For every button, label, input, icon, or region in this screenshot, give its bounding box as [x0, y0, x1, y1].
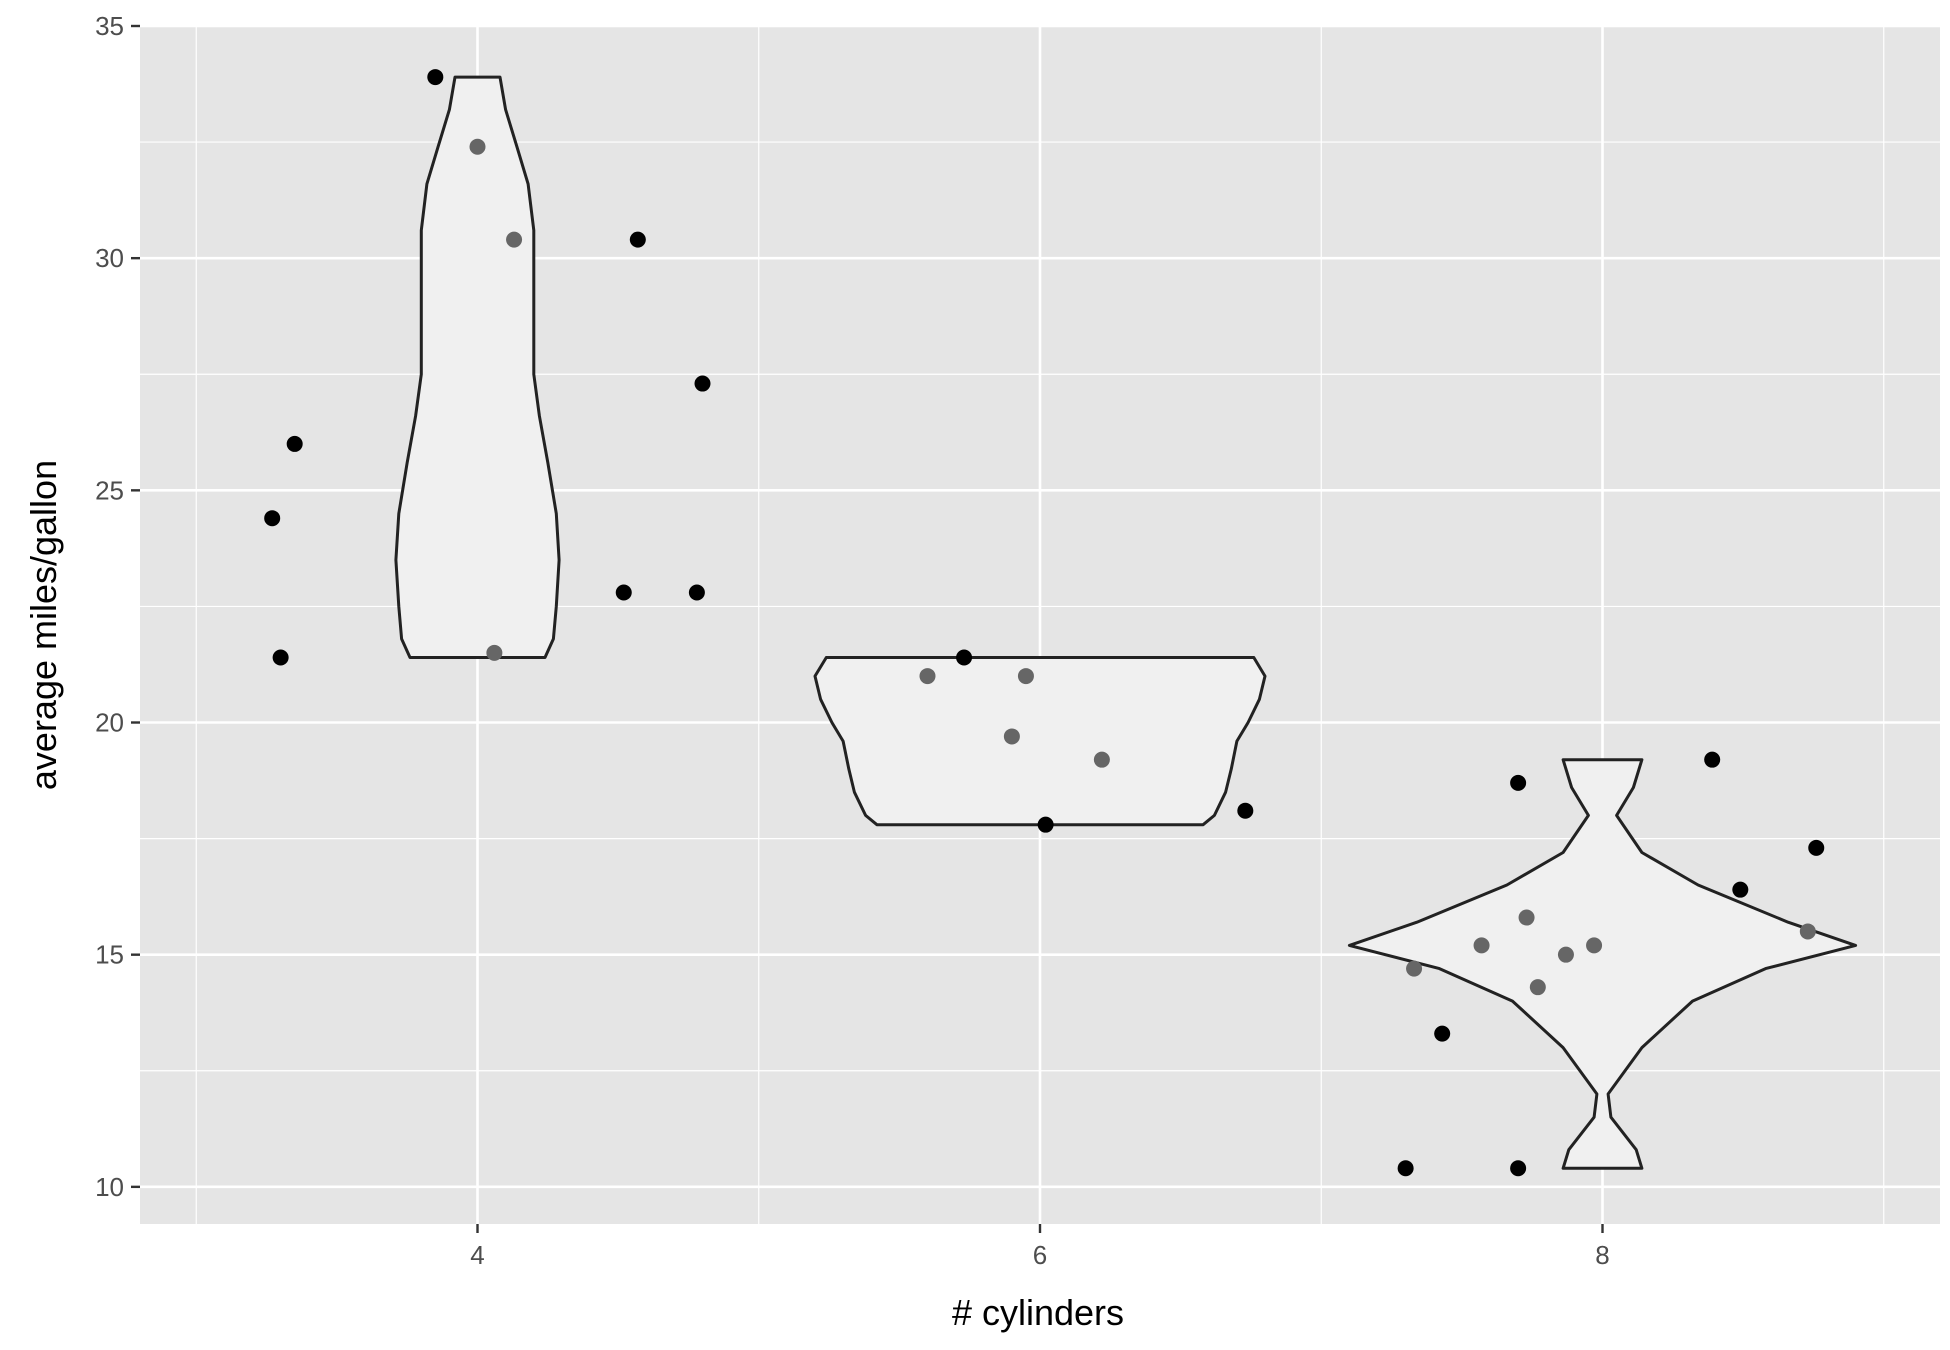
- data-point: [1799, 923, 1816, 940]
- y-axis-title: average miles/gallon: [23, 460, 64, 790]
- data-point: [506, 231, 523, 248]
- data-point: [919, 668, 936, 685]
- data-point: [956, 649, 973, 666]
- points: [264, 69, 1825, 1177]
- data-point: [286, 435, 303, 452]
- data-point: [1003, 728, 1020, 745]
- x-axis: 4 6 8: [470, 1224, 1610, 1270]
- violins: [394, 75, 1858, 1170]
- y-tick-label: 15: [95, 940, 124, 970]
- data-point: [1704, 751, 1721, 768]
- data-point: [694, 375, 711, 392]
- data-point: [629, 231, 646, 248]
- violin-6-cyl: [813, 656, 1267, 827]
- data-point: [272, 649, 289, 666]
- data-point: [1093, 751, 1110, 768]
- x-tick-label: 4: [470, 1240, 484, 1270]
- x-tick-label: 6: [1033, 1240, 1047, 1270]
- violin-8-cyl: [1347, 758, 1858, 1170]
- y-tick-label: 35: [95, 11, 124, 41]
- data-point: [1237, 802, 1254, 819]
- data-point: [1529, 979, 1546, 996]
- data-point: [1434, 1025, 1451, 1042]
- data-point: [1037, 816, 1054, 833]
- data-point: [1808, 839, 1825, 856]
- x-axis-title: # cylinders: [952, 1292, 1124, 1333]
- y-tick-label: 25: [95, 475, 124, 505]
- data-point: [615, 584, 632, 601]
- y-tick-label: 20: [95, 708, 124, 738]
- data-point: [469, 138, 486, 155]
- y-axis: 10 15 20 25 30 35: [95, 11, 140, 1202]
- y-tick-label: 30: [95, 243, 124, 273]
- data-point: [1557, 946, 1574, 963]
- data-point: [1510, 1160, 1527, 1177]
- data-point: [264, 510, 281, 527]
- data-point: [1518, 909, 1535, 926]
- data-point: [1473, 937, 1490, 954]
- data-point: [427, 69, 444, 86]
- data-point: [1397, 1160, 1414, 1177]
- x-tick-label: 8: [1595, 1240, 1609, 1270]
- data-point: [1017, 668, 1034, 685]
- data-point: [1732, 881, 1749, 898]
- data-point: [688, 584, 705, 601]
- data-point: [1406, 960, 1423, 977]
- data-point: [1586, 937, 1603, 954]
- data-point: [486, 644, 503, 661]
- data-point: [1510, 774, 1527, 791]
- y-tick-label: 10: [95, 1172, 124, 1202]
- violin-4-cyl: [394, 75, 561, 659]
